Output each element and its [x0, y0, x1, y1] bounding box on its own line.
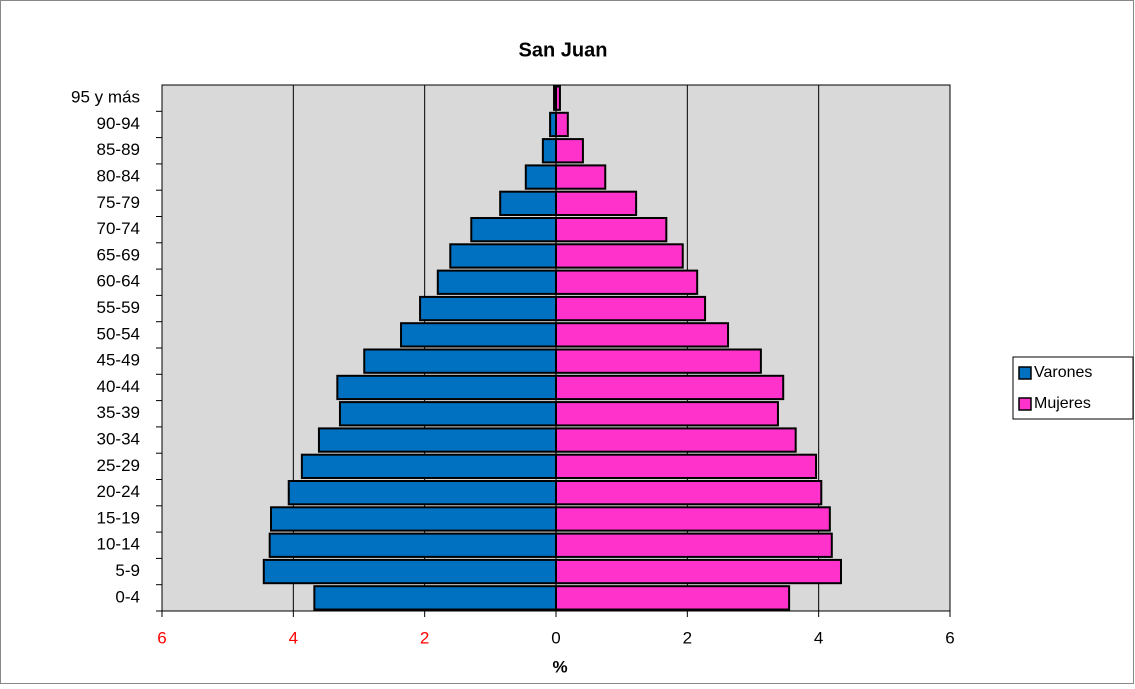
bar: [555, 111, 569, 138]
chart-title: San Juan: [519, 39, 608, 61]
bar: [555, 243, 684, 269]
bar: [555, 217, 668, 243]
y-tick-label: 85-89: [97, 140, 140, 159]
bar: [555, 374, 785, 401]
bar: [555, 506, 831, 532]
bar: [400, 322, 557, 348]
y-tick-label: 15-19: [97, 508, 140, 527]
legend-box: [1012, 356, 1134, 420]
bar: [555, 453, 818, 480]
y-tick-label: 40-44: [97, 377, 140, 396]
bar: [338, 401, 557, 427]
bar: [555, 558, 842, 585]
bar: [419, 295, 557, 322]
x-axis-label: %: [552, 657, 567, 676]
y-tick-label: 60-64: [97, 272, 140, 291]
bar: [436, 269, 557, 295]
legend-swatch: [1018, 397, 1032, 411]
bar: [300, 453, 557, 480]
bar: [555, 190, 638, 216]
y-tick-label: 50-54: [97, 324, 140, 343]
bar: [499, 190, 557, 216]
bar: [555, 401, 779, 427]
bar: [262, 558, 557, 585]
legend-label: Mujeres: [1034, 395, 1091, 412]
bar: [555, 585, 791, 611]
x-tick-label: 4: [814, 628, 823, 647]
y-tick-label: 5-9: [115, 561, 140, 580]
legend-swatch: [1018, 366, 1032, 380]
x-tick-label: 6: [157, 628, 166, 647]
y-tick-label: 75-79: [97, 193, 140, 212]
bar: [449, 243, 558, 269]
bar: [555, 164, 607, 190]
bar: [541, 138, 557, 164]
y-tick-label: 95 y más: [71, 88, 140, 107]
y-tick-label: 65-69: [97, 245, 140, 264]
y-tick-label: 10-14: [97, 535, 140, 554]
y-tick-label: 90-94: [97, 114, 140, 133]
y-tick-label: 55-59: [97, 298, 140, 317]
x-tick-label: 2: [683, 628, 692, 647]
legend-label: Varones: [1034, 364, 1092, 381]
bar: [555, 427, 797, 453]
y-tick-label: 35-39: [97, 403, 140, 422]
y-tick-label: 80-84: [97, 167, 140, 186]
bar: [287, 480, 557, 506]
y-tick-label: 20-24: [97, 482, 140, 501]
bar: [317, 427, 557, 453]
bar: [555, 480, 823, 506]
bar: [363, 348, 557, 374]
bar: [470, 217, 558, 243]
bar: [555, 348, 762, 374]
bar: [555, 322, 730, 348]
bar: [268, 532, 557, 558]
y-tick-label: 45-49: [97, 351, 140, 370]
y-tick-label: 70-74: [97, 219, 140, 238]
bar: [555, 269, 699, 295]
bar: [555, 85, 561, 111]
y-tick-label: 30-34: [97, 430, 140, 449]
bar: [555, 532, 833, 558]
bar: [555, 295, 707, 322]
y-tick-label: 25-29: [97, 456, 140, 475]
bar: [524, 164, 558, 190]
bar: [313, 585, 558, 611]
bar: [555, 138, 584, 164]
bar: [270, 506, 557, 532]
x-tick-label: 2: [420, 628, 429, 647]
x-tick-label: 6: [945, 628, 954, 647]
x-tick-label: 4: [289, 628, 298, 647]
y-tick-label: 0-4: [115, 587, 140, 606]
x-tick-label: 0: [551, 628, 560, 647]
bar: [336, 374, 557, 401]
